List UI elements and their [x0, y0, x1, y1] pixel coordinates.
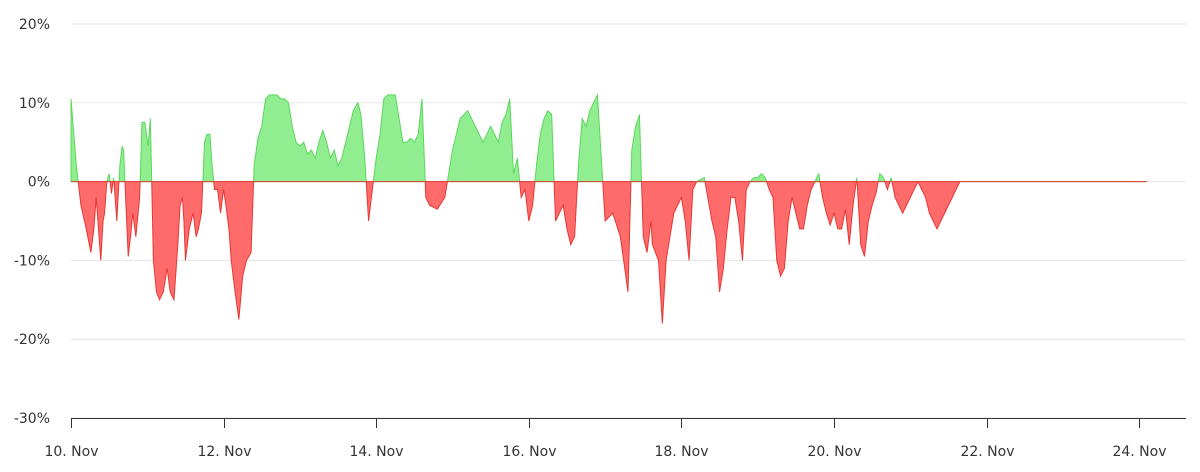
x-tick-label: 22. Nov — [960, 444, 1014, 460]
x-tick-label: 18. Nov — [654, 444, 708, 460]
x-axis — [71, 418, 1186, 428]
y-tick-label: 0% — [28, 175, 50, 191]
x-axis-labels: 10. Nov 12. Nov 14. Nov 16. Nov 18. Nov 20. N… — [44, 444, 1166, 460]
x-tick-label: 20. Nov — [807, 444, 861, 460]
x-tick-label: 16. Nov — [502, 444, 556, 460]
y-tick-label: 10% — [19, 96, 50, 112]
x-tick-label: 24. Nov — [1112, 444, 1166, 460]
x-tick-label: 10. Nov — [44, 444, 98, 460]
area-series — [70, 92, 1147, 324]
negative-area — [71, 180, 1147, 324]
y-tick-label: 20% — [19, 17, 50, 33]
y-tick-label: -30% — [14, 411, 50, 427]
x-tick-label: 12. Nov — [197, 444, 251, 460]
positive-area — [70, 92, 1147, 183]
x-tick-label: 14. Nov — [349, 444, 403, 460]
y-axis-labels: 20% 10% 0% -10% -20% -30% — [14, 17, 50, 427]
y-tick-label: -10% — [14, 253, 50, 269]
y-tick-label: -20% — [14, 332, 50, 348]
